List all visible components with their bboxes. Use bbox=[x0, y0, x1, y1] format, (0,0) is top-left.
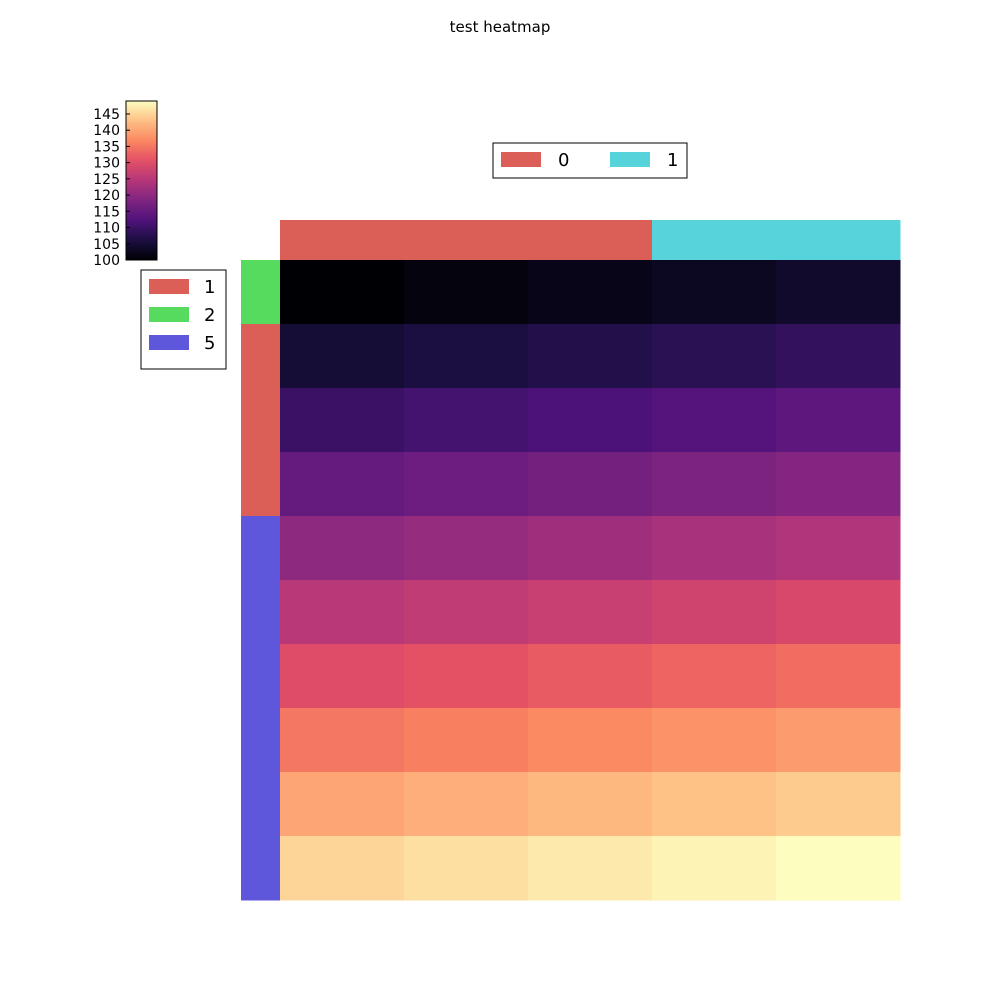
column-annotation-cell-3 bbox=[652, 220, 777, 260]
heatmap-cell-r0-c0 bbox=[280, 260, 405, 325]
heatmap-cell-r5-c0 bbox=[280, 580, 405, 645]
row-legend-label-5: 5 bbox=[204, 333, 215, 354]
heatmap-cell-r4-c4 bbox=[776, 516, 901, 581]
heatmap-cell-r0-c4 bbox=[776, 260, 901, 325]
heatmap-cell-r8-c2 bbox=[528, 772, 653, 837]
column-annotation-cell-2 bbox=[528, 220, 653, 260]
heatmap-cell-r9-c2 bbox=[528, 836, 653, 901]
heatmap-cell-r9-c4 bbox=[776, 836, 901, 901]
colorbar-gradient bbox=[125, 100, 158, 261]
row-annotation-cell-4 bbox=[241, 516, 280, 581]
heatmap-cell-r1-c3 bbox=[652, 324, 777, 389]
colorbar-tick-label-5: 125 bbox=[93, 172, 120, 188]
row-annotation-cell-9 bbox=[241, 836, 280, 901]
heatmap-cell-r5-c3 bbox=[652, 580, 777, 645]
column-legend-swatch-0 bbox=[501, 152, 541, 167]
heatmap-cell-r0-c1 bbox=[404, 260, 529, 325]
heatmap-cell-r5-c1 bbox=[404, 580, 529, 645]
colorbar-tick-label-4: 120 bbox=[93, 188, 120, 204]
heatmap-cell-r9-c3 bbox=[652, 836, 777, 901]
row-annotation-cell-7 bbox=[241, 708, 280, 773]
heatmap-cell-r2-c0 bbox=[280, 388, 405, 453]
heatmap-cell-r7-c0 bbox=[280, 708, 405, 773]
row-legend-swatch-1 bbox=[149, 279, 189, 294]
heatmap-cell-r3-c4 bbox=[776, 452, 901, 517]
chart-title: test heatmap bbox=[450, 18, 551, 36]
row-legend-label-1: 1 bbox=[204, 277, 215, 298]
colorbar-tick-label-7: 135 bbox=[93, 139, 120, 155]
heatmap-cell-r9-c1 bbox=[404, 836, 529, 901]
heatmap-cell-r8-c1 bbox=[404, 772, 529, 837]
heatmap-cell-r7-c2 bbox=[528, 708, 653, 773]
row-annotation-legend: 1 2 5 bbox=[140, 269, 227, 370]
heatmap-cell-r2-c1 bbox=[404, 388, 529, 453]
heatmap-cell-r8-c0 bbox=[280, 772, 405, 837]
heatmap-cell-r4-c3 bbox=[652, 516, 777, 581]
colorbar-tick-label-1: 105 bbox=[93, 237, 120, 253]
colorbar-tick-label-3: 115 bbox=[93, 204, 120, 220]
heatmap-cell-r6-c4 bbox=[776, 644, 901, 709]
colorbar-tick-label-2: 110 bbox=[93, 221, 120, 237]
row-annotation-cell-2 bbox=[241, 388, 280, 453]
heatmap-cell-r7-c4 bbox=[776, 708, 901, 773]
heatmap-cell-r6-c1 bbox=[404, 644, 529, 709]
colorbar-tick-label-6: 130 bbox=[93, 156, 120, 172]
heatmap-cell-r7-c3 bbox=[652, 708, 777, 773]
heatmap-cell-r4-c2 bbox=[528, 516, 653, 581]
heatmap-cell-r5-c4 bbox=[776, 580, 901, 645]
heatmap-cell-r8-c4 bbox=[776, 772, 901, 837]
heatmap-cell-r6-c2 bbox=[528, 644, 653, 709]
heatmap-cell-r8-c3 bbox=[652, 772, 777, 837]
row-annotation-cell-6 bbox=[241, 644, 280, 709]
heatmap-cell-r0-c2 bbox=[528, 260, 653, 325]
heatmap-cell-r6-c3 bbox=[652, 644, 777, 709]
heatmap-cell-r6-c0 bbox=[280, 644, 405, 709]
heatmap-grid bbox=[280, 260, 901, 901]
column-legend-label-1: 1 bbox=[667, 150, 678, 171]
column-legend-swatch-1 bbox=[610, 152, 650, 167]
column-annotation-cell-1 bbox=[404, 220, 529, 260]
row-legend-swatch-5 bbox=[149, 335, 189, 350]
heatmap-cell-r1-c2 bbox=[528, 324, 653, 389]
heatmap-cell-r7-c1 bbox=[404, 708, 529, 773]
heatmap-cell-r2-c2 bbox=[528, 388, 653, 453]
heatmap-cell-r3-c1 bbox=[404, 452, 529, 517]
row-annotation-bar bbox=[241, 260, 280, 901]
column-annotation-bar bbox=[280, 220, 901, 260]
heatmap-cell-r1-c4 bbox=[776, 324, 901, 389]
colorbar-tick-label-8: 140 bbox=[93, 123, 120, 139]
row-legend-label-2: 2 bbox=[204, 305, 215, 326]
heatmap-cell-r4-c0 bbox=[280, 516, 405, 581]
heatmap-cell-r1-c1 bbox=[404, 324, 529, 389]
heatmap-cell-r1-c0 bbox=[280, 324, 405, 389]
colorbar-tick-label-0: 100 bbox=[93, 253, 120, 269]
row-annotation-cell-8 bbox=[241, 772, 280, 837]
heatmap-cell-r3-c3 bbox=[652, 452, 777, 517]
heatmap-cell-r3-c2 bbox=[528, 452, 653, 517]
column-annotation-cell-0 bbox=[280, 220, 405, 260]
column-legend-label-0: 0 bbox=[558, 150, 569, 171]
row-annotation-cell-0 bbox=[241, 260, 280, 325]
heatmap-cell-r2-c3 bbox=[652, 388, 777, 453]
row-annotation-cell-1 bbox=[241, 324, 280, 389]
heatmap-cell-r0-c3 bbox=[652, 260, 777, 325]
row-legend-swatch-2 bbox=[149, 307, 189, 322]
heatmap-cell-r9-c0 bbox=[280, 836, 405, 901]
heatmap-cell-r4-c1 bbox=[404, 516, 529, 581]
heatmap-cell-r5-c2 bbox=[528, 580, 653, 645]
column-annotation-cell-4 bbox=[776, 220, 901, 260]
heatmap-cell-r2-c4 bbox=[776, 388, 901, 453]
row-annotation-cell-5 bbox=[241, 580, 280, 645]
heatmap-cell-r3-c0 bbox=[280, 452, 405, 517]
row-annotation-cell-3 bbox=[241, 452, 280, 517]
colorbar-tick-label-9: 145 bbox=[93, 107, 120, 123]
